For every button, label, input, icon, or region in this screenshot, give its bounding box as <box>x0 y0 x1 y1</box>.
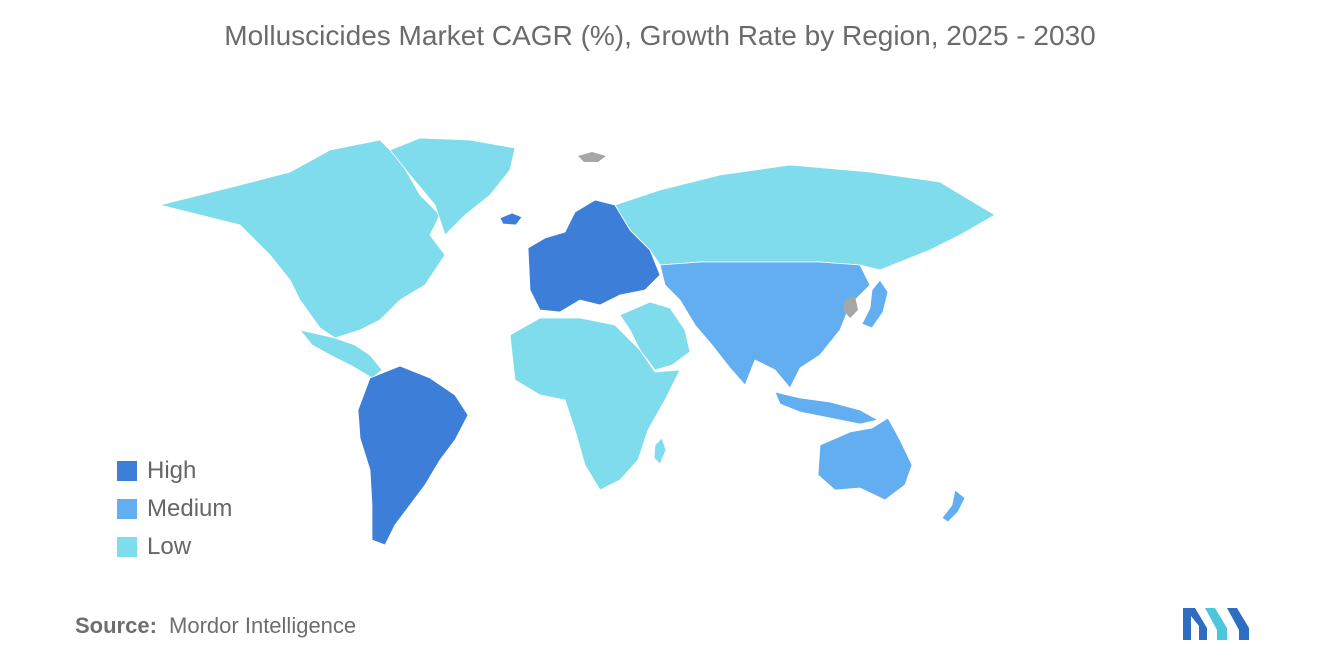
legend-swatch-low <box>117 537 137 557</box>
source-note: Source: Mordor Intelligence <box>75 613 356 639</box>
region-southeast-asia <box>774 391 880 425</box>
source-text: Mordor Intelligence <box>169 613 357 638</box>
region-north-america <box>159 139 446 339</box>
world-map <box>159 137 996 546</box>
region-australia <box>817 417 913 501</box>
region-iceland <box>499 212 523 226</box>
legend-item-high: High <box>117 452 232 490</box>
region-korea <box>843 296 858 318</box>
legend: High Medium Low <box>117 452 232 566</box>
legend-item-medium: Medium <box>117 490 232 528</box>
region-svalbard <box>578 152 606 162</box>
legend-label-medium: Medium <box>147 495 233 522</box>
chart-title: Molluscicides Market CAGR (%), Growth Ra… <box>224 20 1096 51</box>
region-africa <box>509 317 681 491</box>
region-central-america <box>298 329 383 379</box>
source-label: Source: <box>75 613 157 638</box>
legend-item-low: Low <box>117 528 232 566</box>
region-asia <box>659 261 871 389</box>
region-middle-east <box>619 301 691 371</box>
region-madagascar <box>653 437 667 465</box>
legend-swatch-high <box>117 461 137 481</box>
region-new-zealand <box>941 489 966 523</box>
region-japan <box>861 279 889 329</box>
region-south-america <box>357 365 469 546</box>
region-europe <box>527 199 661 313</box>
region-russia <box>614 164 996 271</box>
legend-label-low: Low <box>147 533 192 560</box>
legend-label-high: High <box>147 457 197 484</box>
legend-swatch-medium <box>117 499 137 519</box>
region-greenland <box>389 137 516 236</box>
mordor-intelligence-logo-icon <box>1183 608 1249 640</box>
